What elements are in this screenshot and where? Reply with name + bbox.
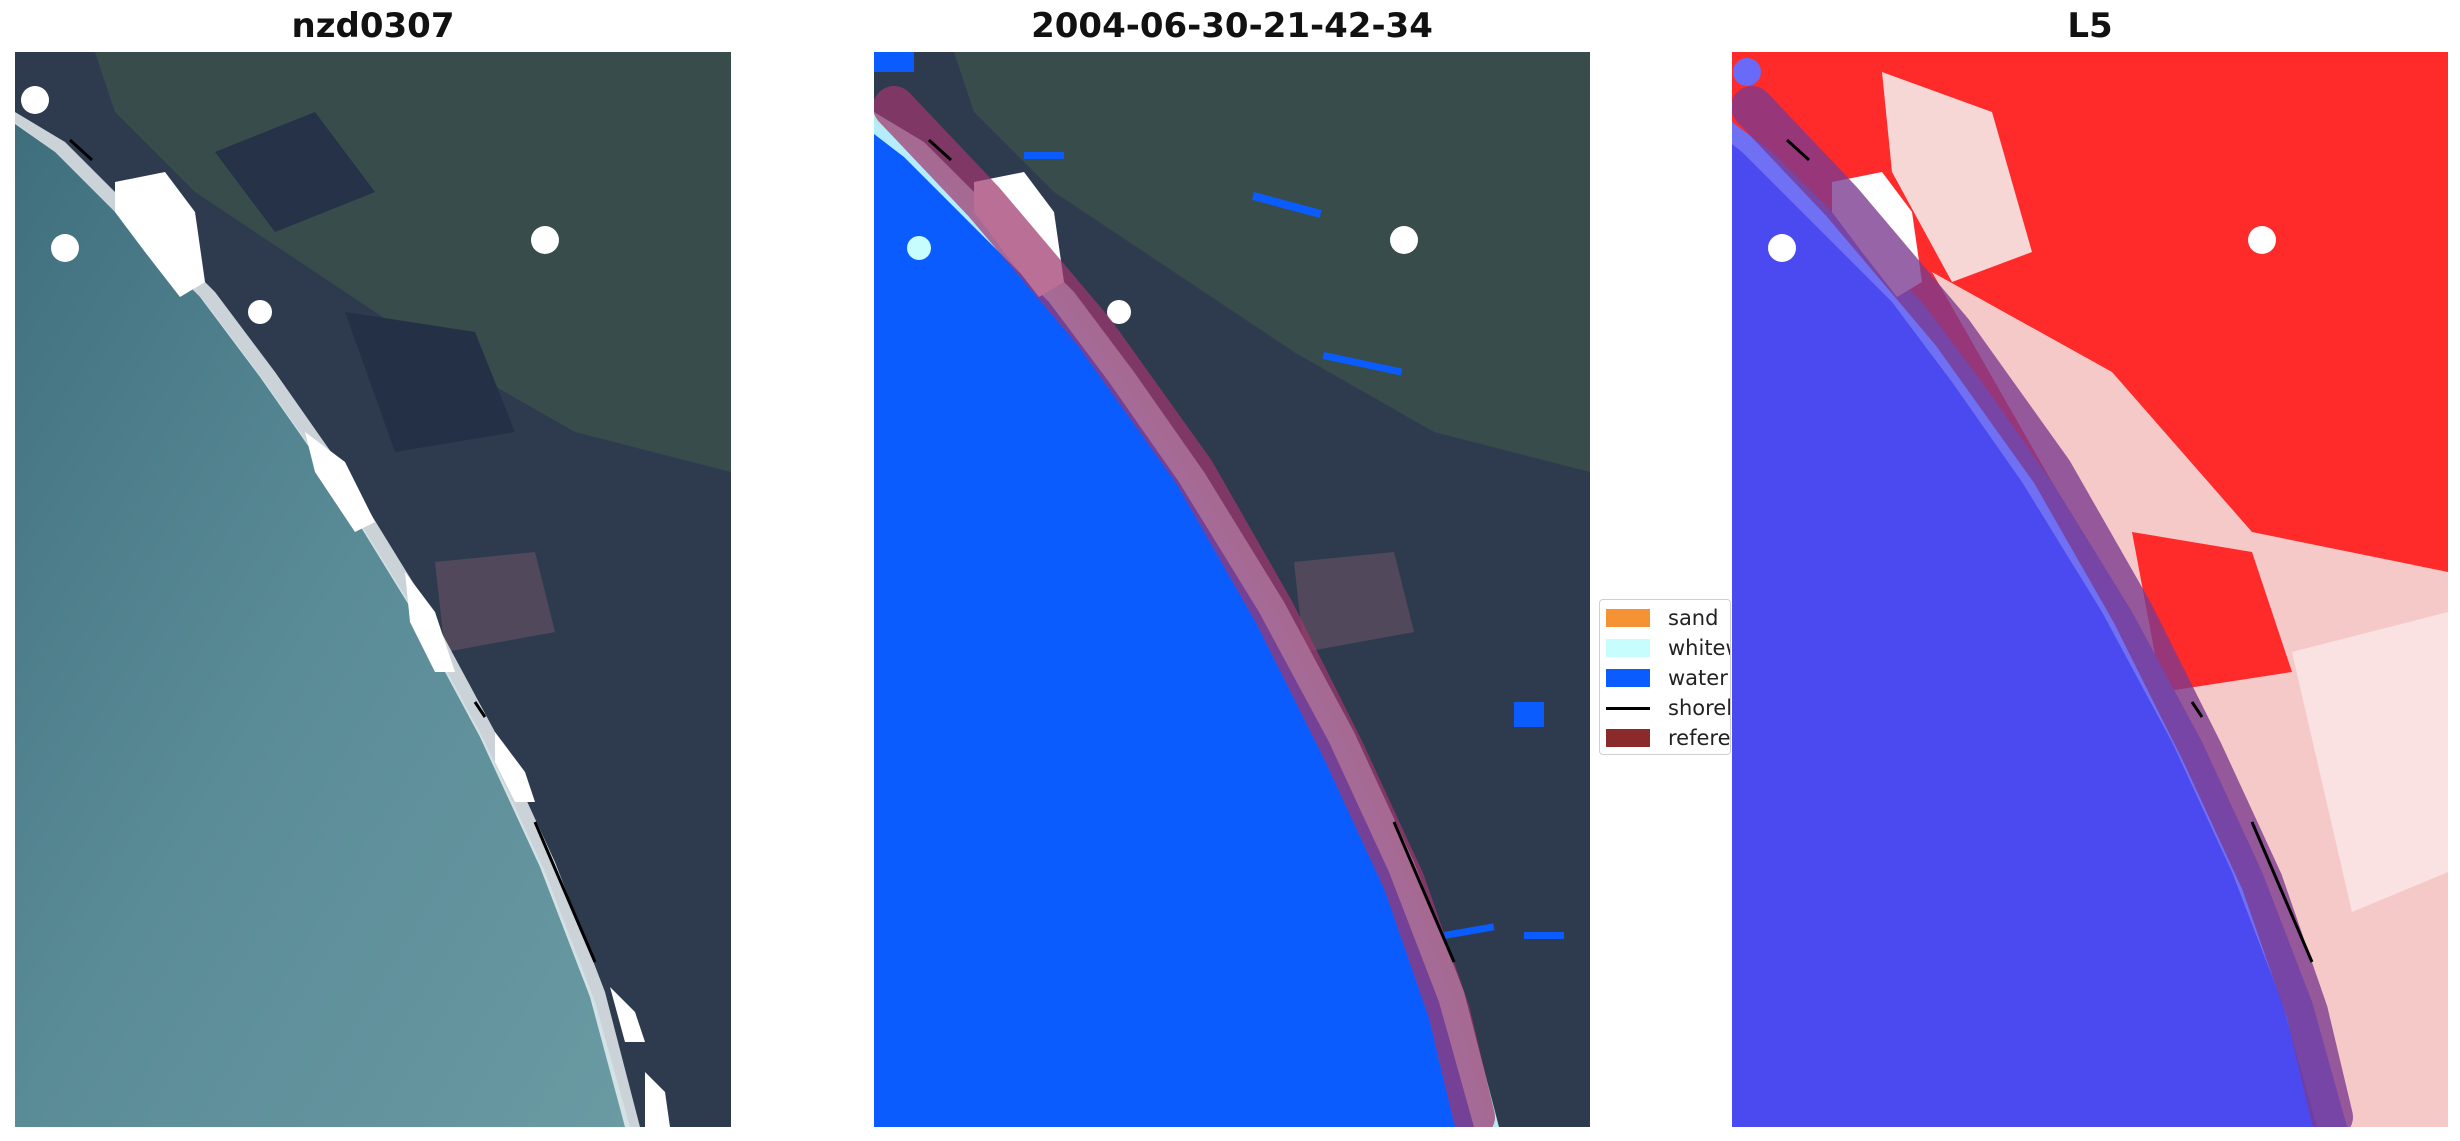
panel-title-index: L5 (2067, 6, 2113, 46)
inland-water (1251, 192, 1322, 218)
shoreline-segment (533, 821, 597, 963)
pale-land-area (2292, 612, 2448, 912)
red-patch (2392, 232, 2448, 532)
cloud-mask (115, 172, 205, 297)
cloud-mask (1107, 300, 1131, 324)
legend-swatch-water (1606, 669, 1650, 687)
ocean-area (15, 122, 630, 1127)
reference-buffer (874, 86, 1495, 1127)
forest-patch-2 (345, 312, 515, 452)
cloud-mask (610, 987, 645, 1042)
legend-swatch-shoreline (1606, 706, 1650, 710)
reference-buffer (1732, 86, 2353, 1127)
forest-patch (215, 112, 375, 232)
water-patch (1733, 58, 1761, 86)
pale-land-area (1882, 72, 2032, 282)
inland-water (1514, 702, 1544, 727)
cloud-mask (1768, 234, 1796, 262)
water-index-area (1732, 122, 2347, 1127)
inland-water (1322, 351, 1403, 376)
legend-label-reference: reference (1668, 726, 1731, 750)
shoreline-segment (1392, 821, 1456, 963)
panel-title-rgb: nzd0307 (291, 6, 455, 46)
cloud-mask (248, 300, 272, 324)
panel-index (1732, 52, 2448, 1127)
cloud-mask (21, 86, 49, 114)
shoreline-segment (1785, 138, 1811, 162)
shoreline-segment (927, 138, 953, 162)
legend-swatch-whitewater (1606, 639, 1650, 657)
panel-rgb-image (15, 52, 731, 1127)
legend-swatch-reference (1606, 729, 1650, 747)
clearing-area (435, 552, 555, 652)
index-svg (1732, 52, 2448, 1127)
legend-label-shoreline: shoreline (1668, 696, 1731, 720)
cloud-mask (305, 432, 375, 532)
classification-svg (874, 52, 1590, 1127)
panel-classification (874, 52, 1590, 1127)
legend-label-sand: sand (1668, 606, 1719, 630)
shoreline-segment (2250, 821, 2314, 963)
shoreline-segment (2190, 701, 2204, 718)
field-area (954, 52, 1590, 472)
whitewater-patch (907, 236, 931, 260)
inland-water (1444, 923, 1495, 939)
clearing-area (1294, 552, 1414, 652)
cloud-mask (495, 732, 535, 802)
inland-water (1524, 932, 1564, 939)
legend-item-sand: sand (1606, 603, 1718, 633)
cloud-mask (645, 1072, 670, 1127)
panel-title-classification: 2004-06-30-21-42-34 (1031, 6, 1433, 46)
cloud-mask (51, 234, 79, 262)
legend-item-reference: reference (1606, 723, 1731, 753)
cloud-mask (405, 572, 455, 672)
rgb-image-svg (15, 52, 731, 1127)
cloud-mask (2248, 226, 2276, 254)
cloud-mask (531, 226, 559, 254)
inland-water (874, 52, 914, 72)
legend-swatch-sand (1606, 609, 1650, 627)
legend-item-shoreline: shoreline (1606, 693, 1731, 723)
shoreline-segment (68, 138, 94, 162)
legend-label-water: water (1668, 666, 1728, 690)
shoreline-segment (473, 701, 487, 718)
legend-item-water: water (1606, 663, 1728, 693)
inland-water (1024, 152, 1064, 159)
water-class-area (874, 122, 1489, 1127)
cloud-mask (1390, 226, 1418, 254)
